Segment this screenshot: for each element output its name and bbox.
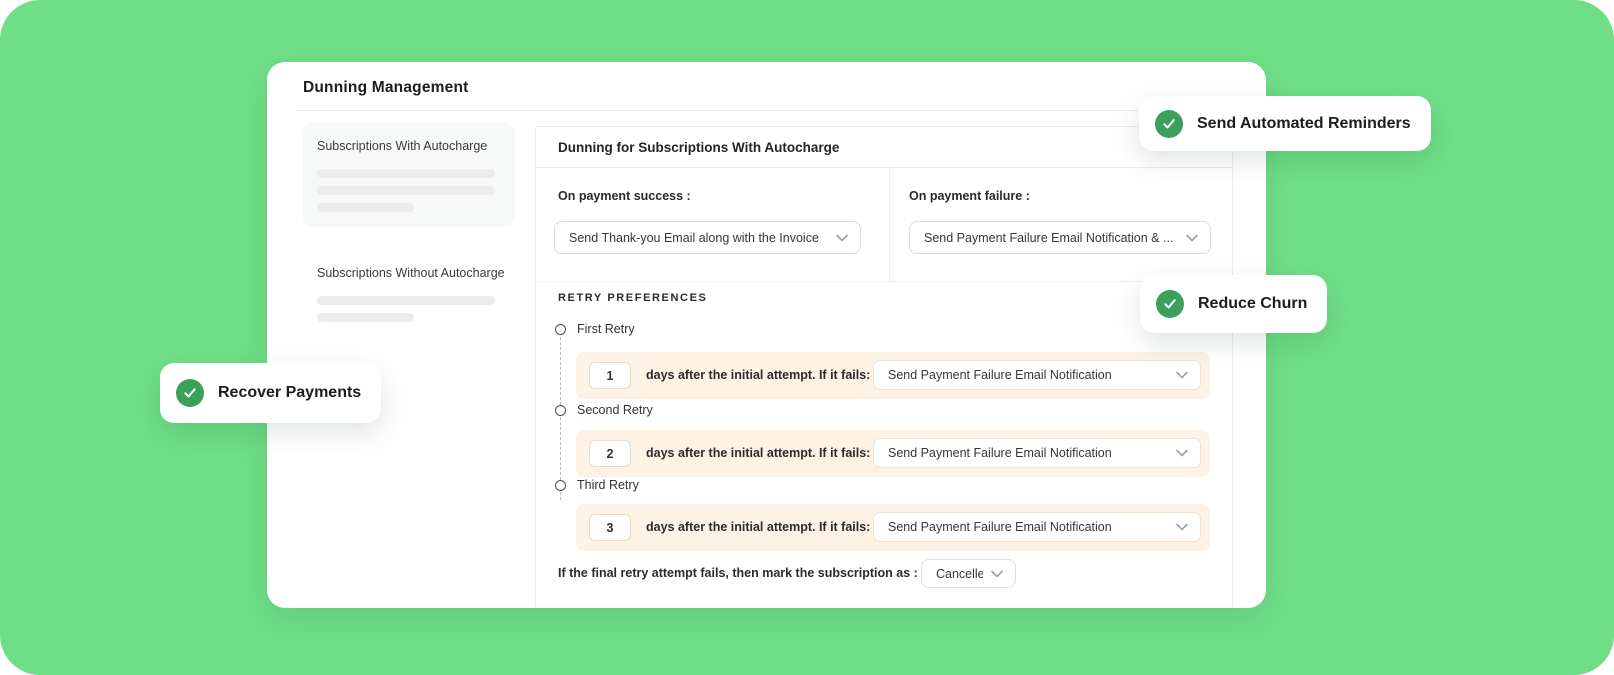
retry-row-text: days after the initial attempt. If it fa… bbox=[646, 520, 871, 534]
callout-recover-payments: Recover Payments bbox=[160, 363, 382, 423]
final-status-select[interactable]: Cancelled bbox=[921, 559, 1016, 588]
skeleton-line bbox=[317, 313, 414, 322]
payment-failure-select[interactable]: Send Payment Failure Email Notification … bbox=[909, 221, 1211, 254]
sidebar: Subscriptions With Autocharge Subscripti… bbox=[303, 123, 515, 337]
callout-reduce-churn: Reduce Churn bbox=[1140, 275, 1328, 333]
callout-label: Reduce Churn bbox=[1198, 295, 1308, 312]
payment-success-select[interactable]: Send Thank-you Email along with the Invo… bbox=[554, 221, 861, 254]
retry-action-value: Send Payment Failure Email Notification bbox=[888, 368, 1112, 382]
payment-events-section: On payment success : Send Thank-you Emai… bbox=[536, 168, 1232, 282]
payment-failure-label: On payment failure : bbox=[909, 189, 1030, 203]
skeleton-line bbox=[317, 169, 495, 178]
sidebar-item-with-autocharge[interactable]: Subscriptions With Autocharge bbox=[303, 123, 515, 227]
retry-action-value: Send Payment Failure Email Notification bbox=[888, 520, 1112, 534]
second-retry-label: Second Retry bbox=[577, 403, 653, 417]
first-retry-label: First Retry bbox=[577, 322, 635, 336]
title-divider bbox=[295, 110, 1238, 111]
page-title: Dunning Management bbox=[303, 79, 469, 96]
check-icon bbox=[176, 379, 204, 407]
retry-action-select[interactable]: Send Payment Failure Email Notification bbox=[873, 438, 1201, 468]
retry-days-input[interactable] bbox=[589, 514, 631, 541]
retry-preferences-section: RETRY PREFERENCES First Retry days after… bbox=[536, 282, 1232, 608]
chevron-down-icon bbox=[1176, 449, 1188, 457]
timeline-node-icon bbox=[555, 324, 566, 335]
panel-header: Dunning for Subscriptions With Autocharg… bbox=[536, 127, 1232, 168]
column-divider bbox=[889, 168, 890, 281]
callout-label: Recover Payments bbox=[218, 384, 362, 401]
sidebar-item-label: Subscriptions Without Autocharge bbox=[317, 266, 505, 280]
check-icon bbox=[1155, 109, 1183, 138]
check-icon bbox=[1156, 290, 1184, 318]
chevron-down-icon bbox=[1176, 523, 1188, 531]
retry-row: days after the initial attempt. If it fa… bbox=[576, 430, 1210, 477]
payment-success-value: Send Thank-you Email along with the Invo… bbox=[569, 230, 819, 245]
payment-failure-value: Send Payment Failure Email Notification … bbox=[924, 230, 1174, 245]
chevron-down-icon bbox=[1186, 234, 1198, 241]
skeleton-line bbox=[317, 296, 495, 305]
chevron-down-icon bbox=[836, 234, 848, 241]
retry-days-input[interactable] bbox=[589, 362, 631, 389]
timeline-node-icon bbox=[555, 480, 566, 491]
callout-label: Send Automated Reminders bbox=[1197, 114, 1411, 132]
retry-action-select[interactable]: Send Payment Failure Email Notification bbox=[873, 360, 1201, 390]
timeline-node-icon bbox=[555, 405, 566, 416]
sidebar-item-label: Subscriptions With Autocharge bbox=[317, 139, 488, 153]
final-status-value: Cancelled bbox=[936, 566, 983, 581]
dunning-settings-panel: Dunning for Subscriptions With Autocharg… bbox=[535, 126, 1233, 608]
retry-row-text: days after the initial attempt. If it fa… bbox=[646, 446, 871, 460]
timeline-dashed-line bbox=[560, 332, 561, 500]
chevron-down-icon bbox=[991, 570, 1003, 577]
retry-row: days after the initial attempt. If it fa… bbox=[576, 504, 1210, 551]
retry-row-text: days after the initial attempt. If it fa… bbox=[646, 368, 871, 382]
skeleton-line bbox=[317, 203, 414, 212]
panel-title: Dunning for Subscriptions With Autocharg… bbox=[558, 140, 840, 155]
retry-action-value: Send Payment Failure Email Notification bbox=[888, 446, 1112, 460]
final-retry-label: If the final retry attempt fails, then m… bbox=[558, 566, 918, 580]
skeleton-line bbox=[317, 186, 495, 195]
third-retry-label: Third Retry bbox=[577, 478, 639, 492]
retry-action-select[interactable]: Send Payment Failure Email Notification bbox=[873, 512, 1201, 542]
sidebar-item-without-autocharge[interactable]: Subscriptions Without Autocharge bbox=[303, 250, 515, 337]
callout-send-automated-reminders: Send Automated Reminders bbox=[1139, 96, 1431, 151]
dunning-management-card: Dunning Management Subscriptions With Au… bbox=[267, 62, 1266, 608]
retry-preferences-heading: RETRY PREFERENCES bbox=[558, 292, 708, 304]
retry-days-input[interactable] bbox=[589, 440, 631, 467]
retry-row: days after the initial attempt. If it fa… bbox=[576, 352, 1210, 399]
chevron-down-icon bbox=[1176, 371, 1188, 379]
payment-success-label: On payment success : bbox=[558, 189, 691, 203]
